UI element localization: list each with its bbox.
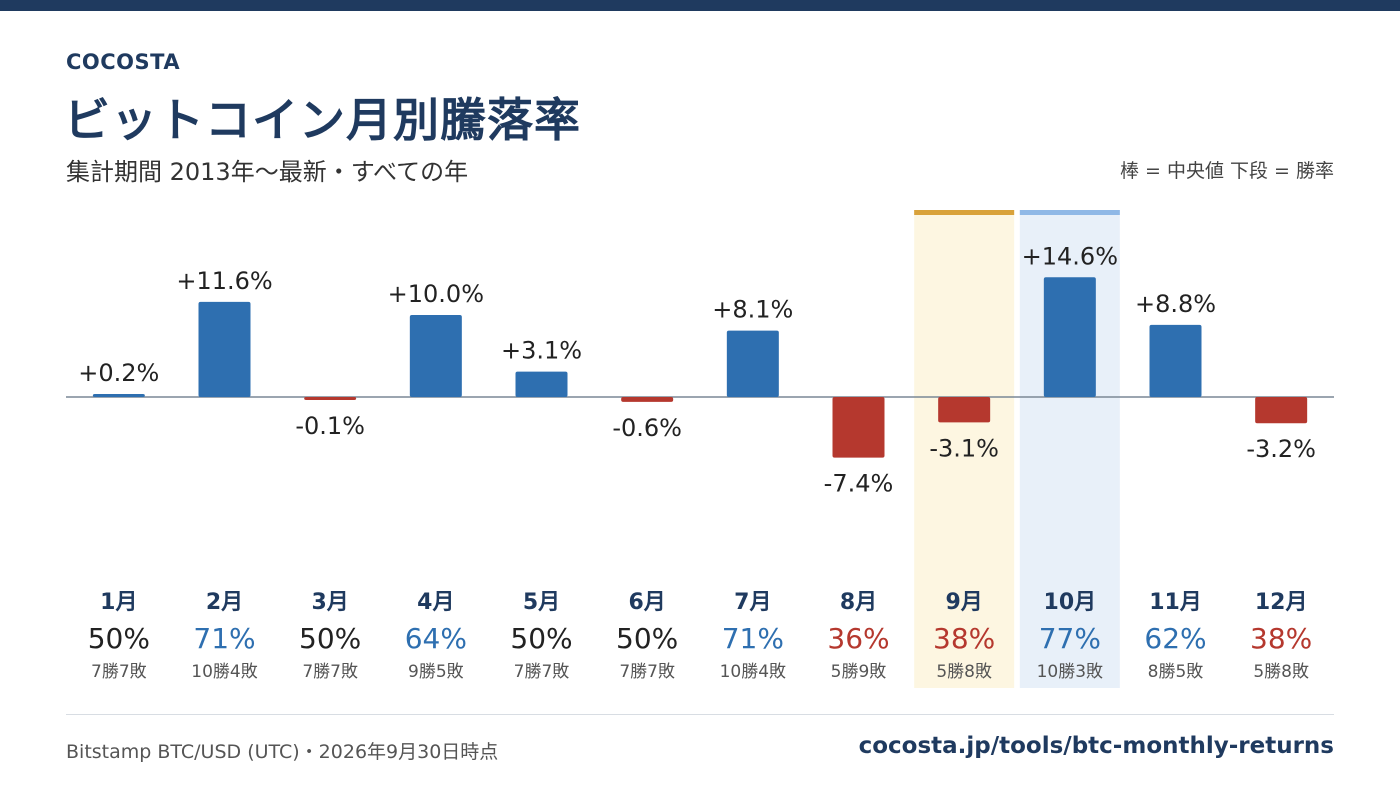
bar-11 xyxy=(1149,324,1202,397)
month-label-2: 2月 xyxy=(206,590,243,615)
win-loss-record-3: 7勝7敗 xyxy=(302,662,358,682)
win-loss-record-10: 10勝3敗 xyxy=(1037,662,1103,682)
win-rate-10: 77% xyxy=(1039,622,1101,655)
data-source-note: Bitstamp BTC/USD (UTC)・2026年9月30日時点 xyxy=(66,741,499,763)
bar-5 xyxy=(515,371,568,397)
win-rate-4: 64% xyxy=(405,622,467,655)
brand-name: COCOSTA xyxy=(66,50,181,74)
month-label-11: 11月 xyxy=(1149,590,1202,615)
win-rate-6: 50% xyxy=(616,622,678,655)
win-rate-3: 50% xyxy=(299,622,361,655)
month-label-8: 8月 xyxy=(840,590,877,615)
win-loss-record-12: 5勝8敗 xyxy=(1253,662,1309,682)
bar-8 xyxy=(832,397,885,458)
value-label-5: +3.1% xyxy=(501,337,582,365)
month-label-7: 7月 xyxy=(734,590,771,615)
win-rate-12: 38% xyxy=(1250,622,1312,655)
value-label-3: -0.1% xyxy=(295,412,365,440)
win-rate-5: 50% xyxy=(510,622,572,655)
current-month-highlight-topbar xyxy=(914,210,1015,215)
win-loss-record-1: 7勝7敗 xyxy=(91,662,147,682)
month-label-4: 4月 xyxy=(417,590,454,615)
legend-note: 棒 = 中央値 下段 = 勝率 xyxy=(1119,160,1334,182)
bar-9 xyxy=(938,397,991,423)
value-label-9: -3.1% xyxy=(929,434,999,462)
win-rate-8: 36% xyxy=(827,622,889,655)
bar-1 xyxy=(92,394,145,397)
best-month-highlight-topbar xyxy=(1019,210,1120,215)
month-label-6: 6月 xyxy=(629,590,666,615)
bar-3 xyxy=(304,397,357,400)
bar-4 xyxy=(409,315,462,397)
win-rate-9: 38% xyxy=(933,622,995,655)
current-month-highlight-column xyxy=(914,210,1015,688)
bar-7 xyxy=(726,330,779,397)
win-loss-record-2: 10勝4敗 xyxy=(191,662,257,682)
month-label-3: 3月 xyxy=(312,590,349,615)
month-label-1: 1月 xyxy=(100,590,137,615)
value-label-4: +10.0% xyxy=(388,280,484,308)
bar-2 xyxy=(198,301,251,397)
win-rate-2: 71% xyxy=(193,622,255,655)
value-label-11: +8.8% xyxy=(1135,290,1216,318)
month-label-5: 5月 xyxy=(523,590,560,615)
value-label-8: -7.4% xyxy=(824,470,894,498)
value-label-7: +8.1% xyxy=(712,296,793,324)
bar-6 xyxy=(621,397,674,402)
footer-divider xyxy=(66,714,1334,715)
value-label-1: +0.2% xyxy=(78,359,159,387)
bar-12 xyxy=(1255,397,1308,424)
win-loss-record-4: 9勝5敗 xyxy=(408,662,464,682)
page-title: ビットコイン月別騰落率 xyxy=(64,93,581,147)
month-label-12: 12月 xyxy=(1255,590,1308,615)
month-label-10: 10月 xyxy=(1044,590,1097,615)
top-accent-bar xyxy=(0,0,1400,11)
win-rate-1: 50% xyxy=(88,622,150,655)
value-label-2: +11.6% xyxy=(176,267,272,295)
value-label-6: -0.6% xyxy=(612,414,682,442)
value-label-12: -3.2% xyxy=(1246,435,1316,463)
site-url-link[interactable]: cocosta.jp/tools/btc-monthly-returns xyxy=(858,733,1334,759)
value-label-10: +14.6% xyxy=(1022,242,1118,270)
win-rate-11: 62% xyxy=(1144,622,1206,655)
period-subtitle: 集計期間 2013年〜最新・すべての年 xyxy=(66,158,469,186)
win-loss-record-5: 7勝7敗 xyxy=(514,662,570,682)
month-label-9: 9月 xyxy=(946,590,983,615)
win-rate-7: 71% xyxy=(722,622,784,655)
win-loss-record-8: 5勝9敗 xyxy=(831,662,887,682)
win-loss-record-7: 10勝4敗 xyxy=(720,662,786,682)
win-loss-record-11: 8勝5敗 xyxy=(1148,662,1204,682)
bar-10 xyxy=(1043,277,1096,397)
win-loss-record-6: 7勝7敗 xyxy=(619,662,675,682)
win-loss-record-9: 5勝8敗 xyxy=(936,662,992,682)
